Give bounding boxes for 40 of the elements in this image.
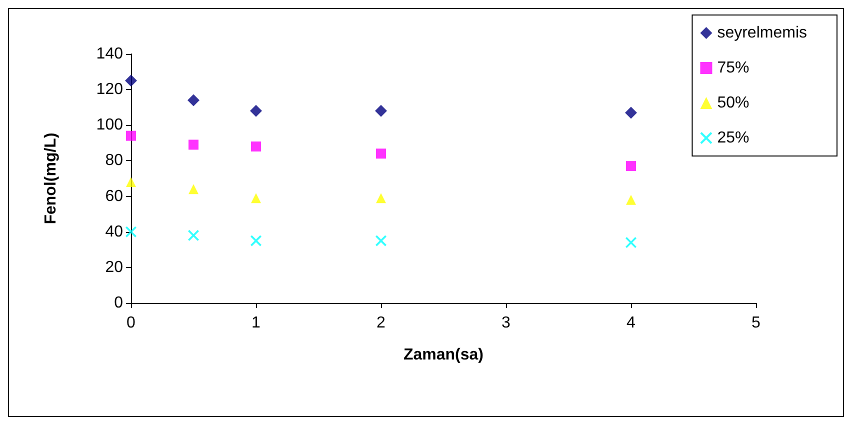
y-tick-label: 40 bbox=[105, 223, 124, 240]
point bbox=[188, 140, 198, 150]
point bbox=[376, 235, 386, 246]
legend-label: 50% bbox=[717, 94, 750, 112]
point bbox=[376, 148, 386, 159]
y-tick-label: 140 bbox=[96, 46, 124, 62]
x-tick-label: 4 bbox=[626, 314, 636, 332]
point bbox=[626, 161, 636, 172]
point bbox=[625, 106, 637, 119]
y-tick-label: 80 bbox=[105, 152, 124, 170]
point bbox=[126, 130, 136, 141]
legend-label: 75% bbox=[717, 60, 750, 76]
point bbox=[188, 94, 200, 106]
point bbox=[376, 193, 386, 204]
y-tick-label: 0 bbox=[114, 294, 124, 312]
point bbox=[188, 230, 199, 241]
point bbox=[251, 193, 261, 204]
x-tick-label: 0 bbox=[126, 314, 136, 332]
y-tick-label: 120 bbox=[96, 81, 124, 98]
y-tick-label: 60 bbox=[105, 188, 124, 205]
point bbox=[126, 177, 136, 188]
y-tick-label: 20 bbox=[105, 258, 124, 276]
x-tick-label: 5 bbox=[752, 314, 761, 332]
legend-label: 25% bbox=[717, 130, 750, 146]
legend-label: seyrelmemis bbox=[717, 24, 808, 42]
point bbox=[251, 141, 261, 152]
point bbox=[250, 104, 262, 117]
point bbox=[125, 74, 137, 87]
x-tick-label: 1 bbox=[252, 314, 261, 332]
point bbox=[375, 104, 387, 117]
x-tick-label: 3 bbox=[502, 314, 511, 332]
point bbox=[626, 237, 636, 248]
x-axis-title: Zaman(sa) bbox=[403, 346, 484, 364]
point bbox=[250, 235, 262, 246]
y-tick-label: 100 bbox=[96, 116, 124, 134]
point bbox=[126, 226, 136, 238]
point bbox=[188, 184, 198, 194]
y-axis-title: Fenol(mg/L) bbox=[42, 132, 60, 224]
point bbox=[626, 194, 636, 205]
x-tick-label: 2 bbox=[376, 314, 386, 332]
